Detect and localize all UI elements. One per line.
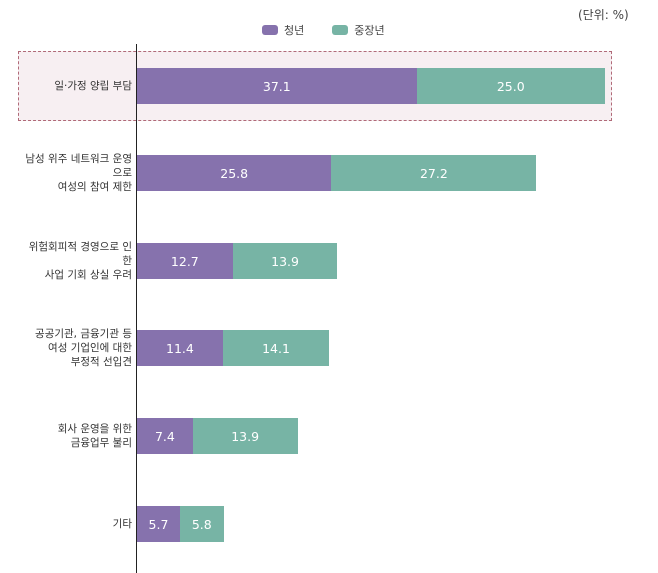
data-label: 5.8: [191, 516, 212, 532]
category-label: 위험회피적 경영으로 인한 사업 기회 상실 우려: [28, 241, 132, 281]
category-label: 기타: [112, 518, 132, 530]
legend-swatch-middle-aged: [332, 25, 349, 35]
bar-middle-aged: 25.0: [416, 68, 605, 104]
legend: 청년 중장년: [262, 22, 413, 38]
category-label: 남성 위주 네트워크 운영으로 여성의 참여 제한: [25, 153, 132, 193]
bar-youth: 5.7: [137, 506, 180, 542]
category-label: 회사 운영을 위한 금융업무 불리: [57, 423, 132, 449]
data-label: 13.9: [231, 428, 260, 444]
bar-middle-aged: 5.8: [179, 506, 224, 542]
data-label: 27.2: [419, 165, 448, 181]
data-label: 14.1: [262, 340, 290, 356]
data-label: 25.0: [496, 78, 525, 94]
bar-middle-aged: 13.9: [232, 243, 338, 279]
data-label: 25.8: [220, 165, 249, 181]
legend-item-youth: 청년: [262, 22, 304, 38]
bar-youth: 12.7: [137, 243, 233, 279]
legend-label-youth: 청년: [284, 24, 305, 37]
category-label: 일·가정 양립 부담: [54, 80, 132, 92]
data-label: 11.4: [166, 340, 194, 356]
legend-swatch-youth: [262, 25, 278, 35]
data-label: 5.7: [148, 516, 169, 532]
y-axis-line: [136, 44, 137, 573]
legend-label-middle-aged: 중장년: [354, 24, 385, 37]
data-label: 13.9: [271, 253, 299, 269]
bar-youth: 11.4: [137, 330, 223, 366]
data-label: 7.4: [154, 428, 175, 444]
bar-youth: 25.8: [137, 155, 332, 191]
data-label: 37.1: [262, 78, 291, 94]
bar-middle-aged: 14.1: [222, 330, 330, 366]
bar-middle-aged: 27.2: [331, 155, 537, 191]
bar-middle-aged: 13.9: [192, 418, 298, 454]
legend-item-middle-aged: 중장년: [332, 22, 385, 38]
category-label: 공공기관, 금융기관 등 여성 기업인에 대한 부정적 선입견: [35, 328, 132, 368]
bar-youth: 7.4: [137, 418, 193, 454]
unit-label: (단위: %): [578, 8, 629, 22]
data-label: 12.7: [170, 253, 199, 269]
bar-youth: 37.1: [137, 68, 417, 104]
